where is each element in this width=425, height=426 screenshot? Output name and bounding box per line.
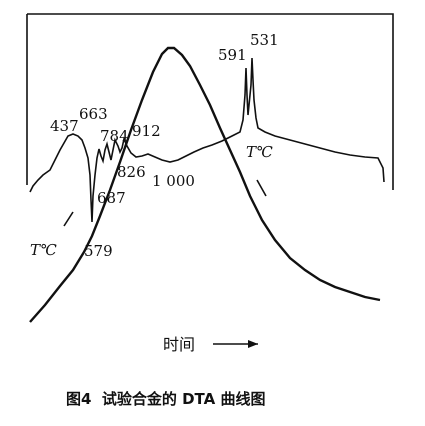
dta-curve bbox=[29, 57, 385, 223]
tangent-mark-right bbox=[256, 179, 267, 197]
peak-label-663: 663 bbox=[79, 105, 108, 123]
tangent-mark-left bbox=[63, 211, 74, 227]
peak-label-579: 579 bbox=[84, 242, 113, 260]
x-axis-arrow-head bbox=[248, 340, 258, 348]
peak-label-826: 826 bbox=[117, 163, 146, 181]
x-axis-label: 时间 bbox=[163, 335, 195, 354]
temperature-label-left: T℃ bbox=[30, 241, 57, 259]
peak-label-687: 687 bbox=[97, 189, 126, 207]
temperature-label-right: T℃ bbox=[246, 143, 273, 161]
peak-label-591: 591 bbox=[218, 46, 247, 64]
temperature-curve bbox=[29, 46, 381, 323]
peak-label-912: 912 bbox=[132, 122, 161, 140]
plot-frame bbox=[27, 13, 394, 190]
peak-label-531: 531 bbox=[250, 31, 279, 49]
peak-label-784: 784 bbox=[100, 127, 129, 145]
peak-label-1000: 1 000 bbox=[152, 172, 195, 190]
peak-label-437: 437 bbox=[50, 117, 79, 135]
figure-caption: 图4 试验合金的 DTA 曲线图 bbox=[66, 390, 265, 408]
